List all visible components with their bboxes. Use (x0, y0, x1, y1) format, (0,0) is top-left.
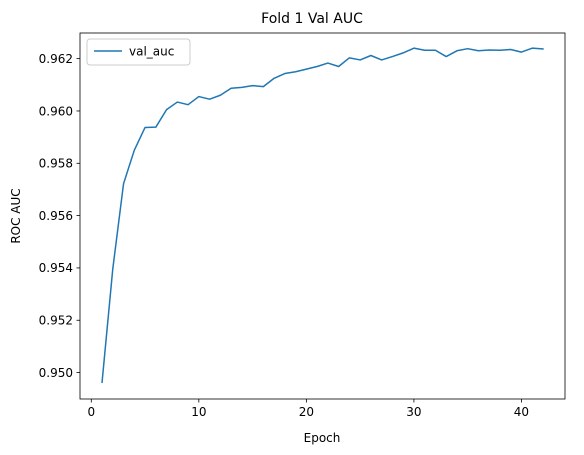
legend-box (86, 38, 191, 66)
legend: val_auc (86, 38, 191, 66)
y-tick-label: 0.954 (39, 261, 73, 275)
y-tick-label: 0.960 (39, 104, 73, 118)
x-axis-label: Epoch (304, 431, 341, 445)
series-line-val_auc (101, 47, 544, 384)
y-tick-label: 0.962 (39, 52, 73, 66)
y-tick-label: 0.952 (39, 314, 73, 328)
x-tick-label: 20 (299, 405, 314, 419)
legend-label: val_auc (129, 45, 174, 59)
chart-title: Fold 1 Val AUC (261, 11, 363, 27)
y-tick-label: 0.956 (39, 209, 73, 223)
plot-area (101, 47, 544, 384)
x-tick-label: 0 (87, 405, 95, 419)
x-tick-label: 40 (514, 405, 529, 419)
y-axis-label: ROC AUC (9, 188, 23, 243)
y-tick-label: 0.950 (39, 366, 73, 380)
x-tick-label: 10 (191, 405, 206, 419)
x-tick-label: 30 (406, 405, 421, 419)
axes: 0 10 20 30 40 0.950 0.952 0.954 0.956 0.958 0.960 0… (39, 52, 529, 419)
y-tick-label: 0.958 (39, 157, 73, 171)
